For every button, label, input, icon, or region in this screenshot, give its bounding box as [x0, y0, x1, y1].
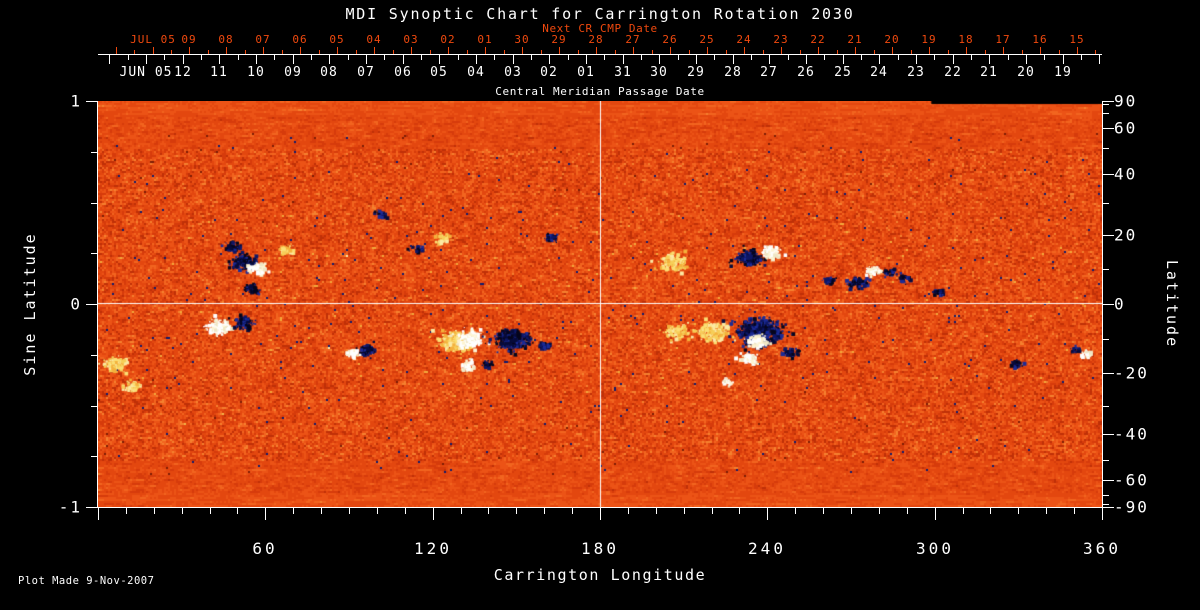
longitude-tick-label: 300: [916, 539, 954, 558]
next-cr-cmp-date-label: Next CR CMP Date: [542, 22, 658, 35]
next-cr-date-label: 30: [514, 33, 530, 46]
latitude-tick-label: -60: [1114, 470, 1149, 490]
cmp-date-label: 21: [980, 65, 998, 80]
next-cr-date-label: 25: [699, 33, 715, 46]
latitude-tick-label: -20: [1114, 363, 1149, 383]
next-cr-date-label: 17: [995, 33, 1011, 46]
cmp-date-label: 19: [1054, 65, 1072, 80]
next-cr-date-label: 16: [1032, 33, 1048, 46]
next-cr-date-label: 19: [921, 33, 937, 46]
cmp-date-label: 20: [1017, 65, 1035, 80]
cmp-date-label: 09: [284, 65, 302, 80]
sine-latitude-tick-label: 1: [70, 91, 82, 111]
cmp-date-label: 22: [944, 65, 962, 80]
sine-latitude-tick-label: 0: [70, 294, 82, 314]
next-cr-date-label: 03: [403, 33, 419, 46]
cmp-date-label: 06: [394, 65, 412, 80]
cmp-date-label: 07: [357, 65, 375, 80]
latitude-tick-label: 90: [1114, 91, 1138, 111]
cmp-date-label: 12: [174, 65, 192, 80]
cmp-date-label: 10: [247, 65, 265, 80]
longitude-tick-label: 360: [1083, 539, 1121, 558]
latitude-tick-label: -40: [1114, 424, 1149, 444]
next-cr-date-label: 27: [625, 33, 641, 46]
latitude-tick-label: 20: [1114, 225, 1138, 245]
next-cr-date-label: 06: [292, 33, 308, 46]
cmp-date-label: 25: [834, 65, 852, 80]
next-cr-date-label: 23: [773, 33, 789, 46]
longitude-tick-label: 240: [748, 539, 786, 558]
cmp-date-label: 11: [210, 65, 228, 80]
longitude-tick-label: 120: [414, 539, 452, 558]
cmp-date-label: 24: [870, 65, 888, 80]
next-cr-date-label: 01: [477, 33, 493, 46]
cmp-date-label: 27: [760, 65, 778, 80]
next-cr-date-label: 20: [884, 33, 900, 46]
next-cr-date-label: 08: [218, 33, 234, 46]
next-cr-date-label: 28: [588, 33, 604, 46]
cmp-date-label: 30: [650, 65, 668, 80]
next-cr-date-label: 29: [551, 33, 567, 46]
cmp-date-label: 05: [430, 65, 448, 80]
next-cr-date-label: 04: [366, 33, 382, 46]
latitude-tick-label: 40: [1114, 164, 1138, 184]
next-cr-date-label: 26: [662, 33, 678, 46]
next-cr-date-label: 07: [255, 33, 271, 46]
cmp-date-label: 01: [577, 65, 595, 80]
latitude-tick-label: 60: [1114, 118, 1138, 138]
y-left-axis-title: Sine Latitude: [21, 232, 39, 376]
next-cr-date-label: 21: [847, 33, 863, 46]
next-cr-date-label: 15: [1069, 33, 1085, 46]
next-cr-date-label: 18: [958, 33, 974, 46]
cmp-date-label: 04: [467, 65, 485, 80]
next-cr-date-label: 24: [736, 33, 752, 46]
x-axis-title: Carrington Longitude: [493, 566, 707, 584]
next-cr-date-label: 09: [181, 33, 197, 46]
cmp-date-label: 08: [320, 65, 338, 80]
latitude-tick-label: -90: [1114, 497, 1149, 517]
cmp-date-label: 29: [687, 65, 705, 80]
cmp-date-label: 31: [614, 65, 632, 80]
next-cr-date-label: 22: [810, 33, 826, 46]
latitude-tick-label: 0: [1114, 294, 1126, 314]
longitude-tick-label: 180: [581, 539, 619, 558]
cmp-date-label: 26: [797, 65, 815, 80]
page-title: MDI Synoptic Chart for Carrington Rotati…: [345, 5, 855, 23]
cmp-date-label: JUN 05: [119, 65, 173, 80]
plot-made-timestamp: Plot Made 9-Nov-2007: [18, 575, 155, 587]
next-cr-date-label: 02: [440, 33, 456, 46]
cmp-date-label: 03: [504, 65, 522, 80]
cmp-date-label: 28: [724, 65, 742, 80]
cmp-date-label: 02: [540, 65, 558, 80]
sine-latitude-tick-label: -1: [58, 497, 82, 517]
longitude-tick-label: 60: [252, 539, 278, 558]
next-cr-date-label: 05: [329, 33, 345, 46]
next-cr-date-label: JUL 05: [130, 33, 176, 46]
cmp-date-label: 23: [907, 65, 925, 80]
y-right-axis-title: Latitude: [1163, 259, 1181, 349]
cmp-date-axis-title: Central Meridian Passage Date: [495, 85, 705, 98]
magnetogram-image: [98, 101, 1102, 507]
